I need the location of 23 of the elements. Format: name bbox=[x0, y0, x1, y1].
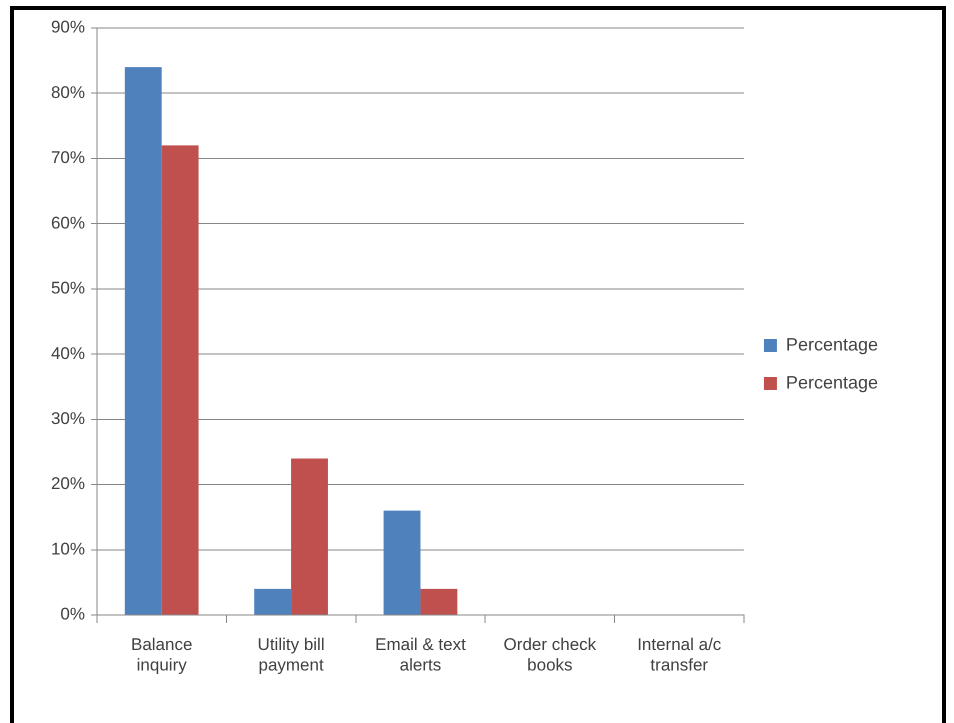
y-tick-label: 20% bbox=[50, 474, 85, 494]
bar bbox=[384, 510, 420, 614]
y-tick-label: 30% bbox=[50, 409, 85, 428]
bar bbox=[254, 588, 292, 614]
x-tick-label: Balance inquiry bbox=[130, 634, 192, 674]
bar bbox=[124, 67, 162, 614]
y-tick-label: 40% bbox=[50, 344, 85, 363]
bar bbox=[162, 145, 199, 614]
y-tick-label: 70% bbox=[50, 148, 85, 168]
y-tick-label: 60% bbox=[50, 213, 85, 232]
x-tick-label: Internal a/c transfer bbox=[637, 634, 722, 674]
bar bbox=[291, 458, 328, 614]
x-tick-label: Order check books bbox=[504, 634, 597, 674]
y-tick-label: 10% bbox=[50, 539, 85, 558]
y-tick-label: 90% bbox=[50, 18, 85, 37]
bar bbox=[420, 588, 458, 614]
y-tick-label: 0% bbox=[60, 604, 85, 624]
legend-label: Percentage bbox=[786, 334, 878, 354]
x-tick-label: Utility bill payment bbox=[258, 634, 325, 674]
legend-label: Percentage bbox=[786, 372, 878, 392]
x-tick-label: Email & text alerts bbox=[375, 634, 466, 674]
y-tick-label: 80% bbox=[50, 82, 85, 102]
y-tick-label: 50% bbox=[50, 278, 85, 298]
